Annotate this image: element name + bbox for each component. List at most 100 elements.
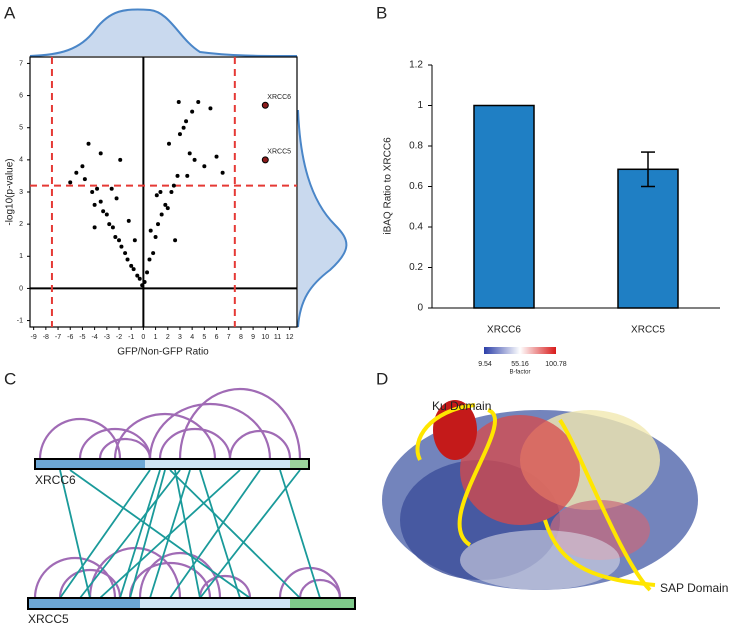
x-tick-label: -9	[31, 334, 37, 341]
structure-image	[382, 347, 698, 592]
point	[185, 173, 190, 178]
point	[158, 190, 163, 194]
y-tick-label: 4	[19, 157, 23, 164]
bar	[473, 104, 535, 309]
point	[104, 212, 109, 217]
plot-frame	[29, 56, 298, 328]
point	[165, 206, 170, 211]
x-axis-label: GFP/Non-GFP Ratio	[117, 347, 209, 358]
y-tick-label: -1	[17, 317, 23, 324]
x-tick-label: -1	[128, 334, 134, 341]
colorbar-tick: 55.16	[511, 361, 529, 368]
point	[169, 190, 174, 194]
panel-label: C	[4, 369, 16, 388]
point	[190, 109, 195, 114]
protein-label: XRCC5	[28, 612, 69, 626]
x-tick-label: -8	[43, 334, 49, 341]
point	[145, 270, 150, 275]
point	[171, 183, 176, 188]
point-label: XRCC5	[267, 149, 291, 156]
x-tick-label: 8	[239, 334, 243, 341]
x-tick-label: -5	[79, 334, 85, 341]
panel-label: A	[4, 3, 16, 22]
point	[159, 212, 164, 217]
x-tick-label: 6	[215, 334, 219, 341]
point	[153, 235, 158, 239]
point	[98, 151, 103, 156]
point	[166, 141, 171, 146]
point	[92, 225, 97, 230]
point	[173, 238, 178, 243]
point	[187, 151, 192, 156]
point	[101, 209, 106, 214]
point	[95, 186, 100, 191]
x-tick-label: 12	[286, 334, 294, 341]
point	[74, 170, 79, 175]
point	[220, 170, 225, 175]
x-tick-label: 5	[202, 334, 206, 341]
y-tick-label: 6	[19, 92, 23, 99]
x-tick-label: 0	[141, 334, 145, 341]
point	[114, 196, 119, 201]
colorbar-label: B-factor	[509, 370, 530, 376]
panel-label: D	[376, 369, 388, 388]
y-tick-label: 1	[417, 100, 423, 111]
colorbar-tick: 100.78	[545, 361, 567, 368]
point	[110, 225, 115, 230]
point	[109, 186, 114, 191]
panel-label: B	[376, 3, 387, 22]
y-tick-label: 0	[417, 303, 423, 314]
point	[123, 251, 128, 256]
y-tick-label: 7	[19, 60, 23, 67]
point	[156, 222, 161, 227]
y-tick-label: 2	[19, 221, 23, 228]
point	[148, 228, 153, 233]
highlight-point	[261, 101, 269, 109]
point	[163, 202, 168, 207]
y-tick-label: 0	[19, 285, 23, 292]
point	[98, 199, 103, 204]
x-tick-label: 10	[261, 334, 269, 341]
point	[90, 190, 95, 194]
protein-label: XRCC6	[35, 473, 76, 487]
crosslink-diagram	[27, 387, 356, 610]
point	[68, 180, 73, 185]
x-tick-label: 9	[251, 334, 255, 341]
x-tick-label: XRCC5	[631, 325, 665, 336]
point	[86, 141, 91, 146]
point	[175, 173, 180, 178]
x-tick-label: -4	[91, 334, 97, 341]
point	[82, 177, 87, 182]
y-tick-label: 3	[19, 189, 23, 196]
point	[117, 238, 121, 243]
colorbar-tick: 9.54	[478, 361, 492, 368]
bar	[617, 168, 679, 309]
x-tick-label: -6	[67, 334, 73, 341]
y-axis-label: iBAQ Ratio to XRCC6	[383, 137, 394, 235]
point	[119, 244, 124, 249]
point	[208, 106, 213, 111]
point	[177, 132, 182, 137]
point	[118, 157, 123, 162]
domain-label: Ku Domain	[432, 399, 491, 413]
y-tick-label: 0.6	[409, 181, 423, 192]
point	[196, 100, 201, 104]
highlight-point	[261, 156, 269, 164]
point	[132, 238, 137, 243]
point	[151, 251, 156, 256]
y-axis-label: -log10(p-value)	[5, 158, 16, 225]
point	[176, 100, 181, 104]
point	[126, 218, 131, 223]
point	[184, 119, 189, 124]
y-tick-label: 0.4	[409, 222, 423, 233]
point	[214, 154, 219, 159]
x-tick-label: XRCC6	[487, 325, 521, 336]
y-tick-label: 0.2	[409, 262, 423, 273]
point	[131, 267, 136, 272]
point	[135, 273, 140, 278]
y-tick-label: 1.2	[409, 60, 423, 71]
x-tick-label: 7	[227, 334, 231, 341]
point	[92, 202, 97, 207]
point	[154, 193, 159, 198]
